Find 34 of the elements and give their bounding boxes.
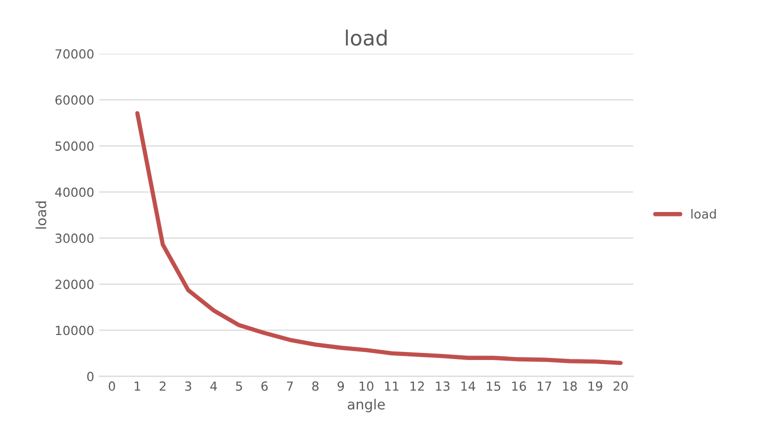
x-tick-label: 15	[486, 382, 500, 391]
y-tick-label: 30000	[56, 234, 94, 244]
x-tick-label: 9	[338, 381, 344, 391]
y-axis-title: load	[36, 201, 46, 229]
y-tick-label: 70000	[56, 49, 94, 59]
x-tick-label: 18	[563, 381, 577, 391]
x-tick-label: 3	[185, 381, 192, 391]
y-tick-label: 40000	[55, 187, 94, 197]
y-tick-label: 0	[87, 372, 94, 382]
x-tick-label: 14	[461, 382, 476, 391]
x-tick-label: 8	[312, 381, 318, 391]
x-tick-label: 20	[614, 381, 628, 391]
x-tick-label: 10	[360, 381, 374, 391]
x-tick-label: 19	[588, 381, 602, 391]
x-tick-label: 11	[385, 382, 398, 391]
chart-title: load	[346, 30, 387, 46]
x-tick-label: 4	[210, 382, 217, 391]
x-tick-label: 1	[134, 382, 140, 391]
x-tick-label: 2	[160, 381, 166, 391]
y-tick-label: 50000	[56, 141, 94, 151]
x-tick-label: 17	[538, 382, 552, 391]
x-tick-label: 12	[410, 381, 424, 391]
x-tick-label: 6	[261, 381, 268, 391]
x-tick-label: 7	[286, 382, 293, 391]
x-tick-label: 13	[436, 381, 450, 391]
x-tick-label: 16	[512, 381, 526, 391]
x-tick-label: 0	[108, 381, 116, 391]
y-tick-label: 10000	[56, 326, 94, 336]
legend-label: load	[691, 208, 716, 219]
line-series	[135, 111, 623, 366]
y-tick-label: 60000	[55, 95, 94, 105]
x-tick-label: 5	[236, 382, 242, 391]
y-tick-label: 20000	[55, 280, 94, 290]
x-axis-title: angle	[348, 398, 385, 412]
